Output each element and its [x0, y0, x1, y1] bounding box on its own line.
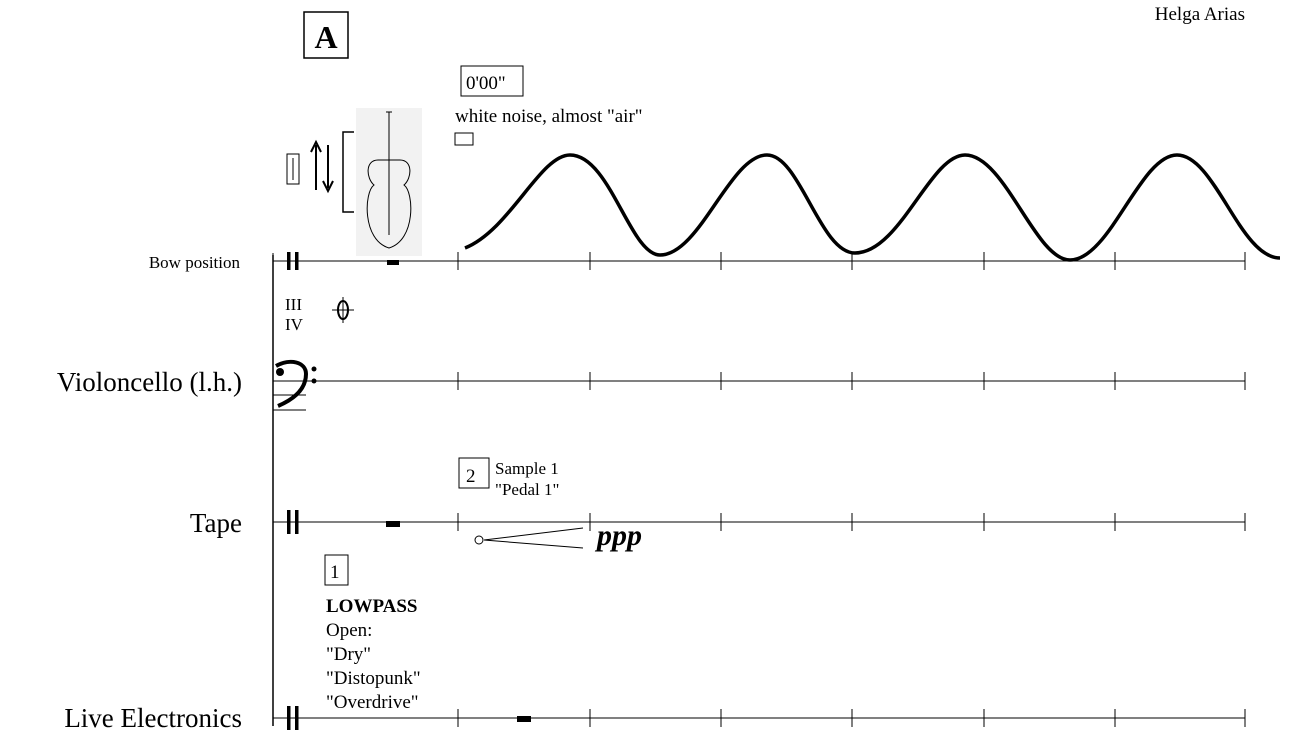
time-mark: 0'00" [466, 73, 506, 94]
crescendo [483, 527, 584, 549]
bass-clef-dot [276, 368, 284, 376]
cue-text: "Pedal 1" [495, 480, 559, 499]
bass-clef [275, 359, 309, 408]
cue-number: 1 [330, 562, 340, 583]
cue-text: "Dry" [326, 644, 371, 665]
rehearsal-box [303, 11, 349, 59]
start-repeat [287, 706, 291, 730]
staff-lines [272, 252, 1246, 730]
cue-text: Sample 1 [495, 459, 559, 478]
staff-label: Tape [190, 508, 242, 538]
cue-text: Open: [326, 620, 372, 641]
cue-title: LOWPASS [326, 596, 418, 617]
rest [387, 260, 399, 265]
arrow-up [310, 139, 322, 190]
cue-number: 2 [466, 466, 476, 487]
cue-box [458, 457, 490, 489]
bass-clef-dot [311, 378, 317, 384]
start-repeat [295, 252, 299, 270]
bass-clef-dot [311, 366, 317, 372]
staff-label: Violoncello (l.h.) [57, 367, 242, 397]
bow-wave [464, 153, 1281, 262]
bow-symbol [286, 153, 300, 185]
arrow-down [322, 145, 334, 194]
start-repeat [295, 510, 299, 534]
cue-box [324, 554, 349, 586]
staff-label: Live Electronics [64, 703, 242, 733]
notehead-box [454, 132, 474, 146]
bow-note: white noise, almost "air" [455, 106, 643, 127]
start-repeat [295, 706, 299, 730]
staff-label: Bow position [149, 253, 241, 272]
cello-drawing [366, 111, 412, 249]
start-repeat [287, 252, 291, 270]
string-label: III [285, 295, 302, 314]
rest [386, 521, 400, 527]
cue-text: "Overdrive" [326, 692, 419, 713]
bracket [342, 131, 354, 213]
cue-text: "Distopunk" [326, 668, 421, 689]
string-label: IV [285, 315, 304, 334]
composer: Helga Arias [1155, 4, 1245, 25]
rest [517, 716, 531, 722]
rehearsal-mark: A [314, 19, 337, 55]
start-repeat [287, 510, 291, 534]
dynamic: ppp [594, 519, 642, 552]
niente-circle [474, 535, 484, 545]
time-box [460, 65, 524, 97]
